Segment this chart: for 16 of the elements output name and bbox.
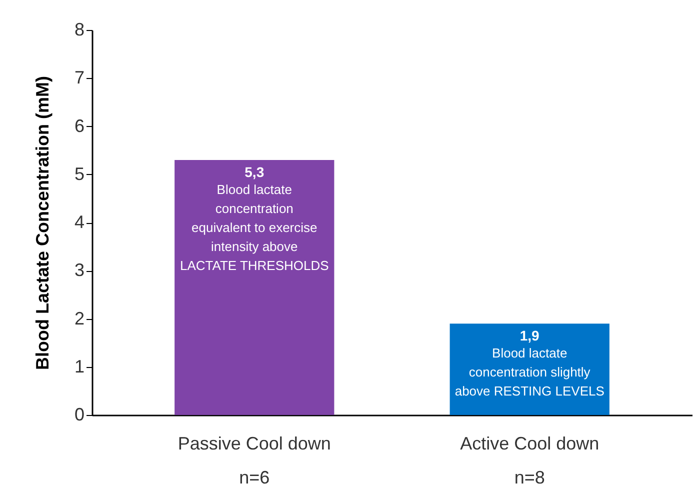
y-tick-label: 1 bbox=[74, 356, 84, 376]
data-label: 1,9 bbox=[520, 328, 540, 344]
y-tick-label: 7 bbox=[74, 68, 84, 88]
y-tick-label: 3 bbox=[74, 260, 84, 280]
y-tick-label: 0 bbox=[74, 404, 84, 424]
x-tick-label: Active Cool down n=8 bbox=[460, 434, 600, 488]
annotation: Blood lactate concentration slightly above RESTING LEVELS bbox=[454, 346, 605, 399]
y-tick-label: 4 bbox=[74, 212, 84, 232]
y-axis-title: Blood Lactate Concentration (mM) bbox=[32, 76, 52, 370]
y-tick-label: 6 bbox=[74, 116, 84, 136]
data-label: 5,3 bbox=[244, 164, 264, 180]
y-tick-label: 8 bbox=[74, 20, 84, 40]
y-tick-label: 5 bbox=[74, 164, 84, 184]
annotation: Blood lactate concentration equivalent to exercise intensity above LACTATE THRESHOLDS bbox=[180, 182, 330, 273]
y-tick-label: 2 bbox=[74, 308, 84, 328]
x-tick-label: Passive Cool down n=6 bbox=[178, 434, 331, 488]
